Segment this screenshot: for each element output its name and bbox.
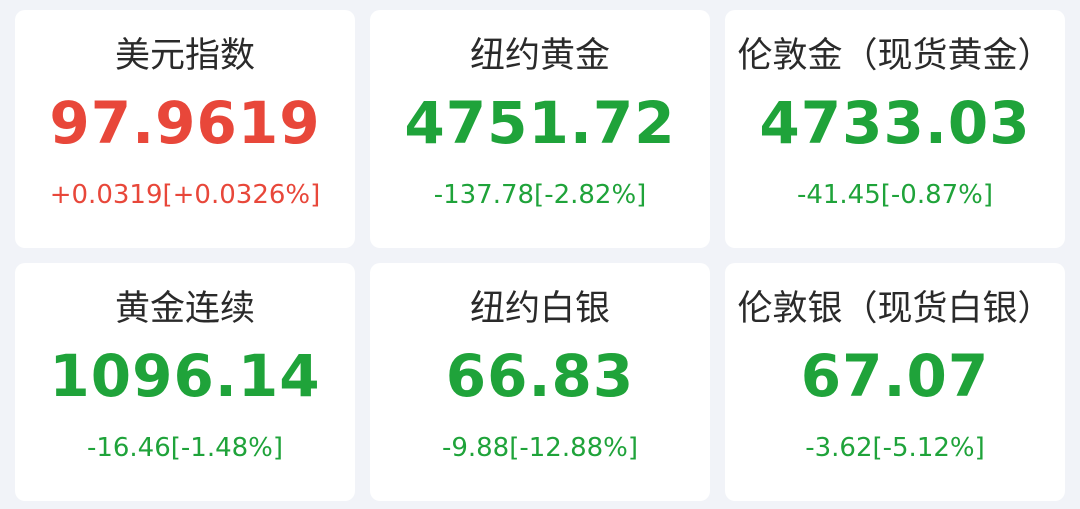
quote-change: -137.78[-2.82%] xyxy=(433,180,647,210)
quote-card[interactable]: 美元指数 97.9619 +0.0319[+0.0326%] xyxy=(15,10,355,248)
quote-grid: 美元指数 97.9619 +0.0319[+0.0326%] 纽约黄金 4751… xyxy=(15,10,1065,501)
quote-value: 4751.72 xyxy=(404,89,676,157)
quote-card[interactable]: 伦敦银（现货白银） 67.07 -3.62[-5.12%] xyxy=(725,263,1065,501)
quote-card[interactable]: 纽约黄金 4751.72 -137.78[-2.82%] xyxy=(370,10,710,248)
quote-name: 纽约黄金 xyxy=(469,36,610,76)
quote-value: 97.9619 xyxy=(49,89,321,157)
quote-change: -9.88[-12.88%] xyxy=(441,433,639,463)
quote-card[interactable]: 纽约白银 66.83 -9.88[-12.88%] xyxy=(370,263,710,501)
quote-value: 1096.14 xyxy=(49,342,321,410)
quote-change: -16.46[-1.48%] xyxy=(86,433,284,463)
quote-value: 67.07 xyxy=(800,342,990,410)
quote-name: 伦敦银（现货白银） xyxy=(737,289,1053,329)
quote-change: -3.62[-5.12%] xyxy=(805,433,985,463)
quote-value: 4733.03 xyxy=(759,89,1031,157)
quote-name: 黄金连续 xyxy=(114,289,255,329)
quote-name: 美元指数 xyxy=(114,36,255,76)
quote-name: 纽约白银 xyxy=(469,289,610,329)
quote-card[interactable]: 黄金连续 1096.14 -16.46[-1.48%] xyxy=(15,263,355,501)
quote-change: +0.0319[+0.0326%] xyxy=(49,180,321,210)
quote-card[interactable]: 伦敦金（现货黄金） 4733.03 -41.45[-0.87%] xyxy=(725,10,1065,248)
quote-value: 66.83 xyxy=(445,342,635,410)
quote-name: 伦敦金（现货黄金） xyxy=(737,36,1053,76)
quote-change: -41.45[-0.87%] xyxy=(796,180,994,210)
